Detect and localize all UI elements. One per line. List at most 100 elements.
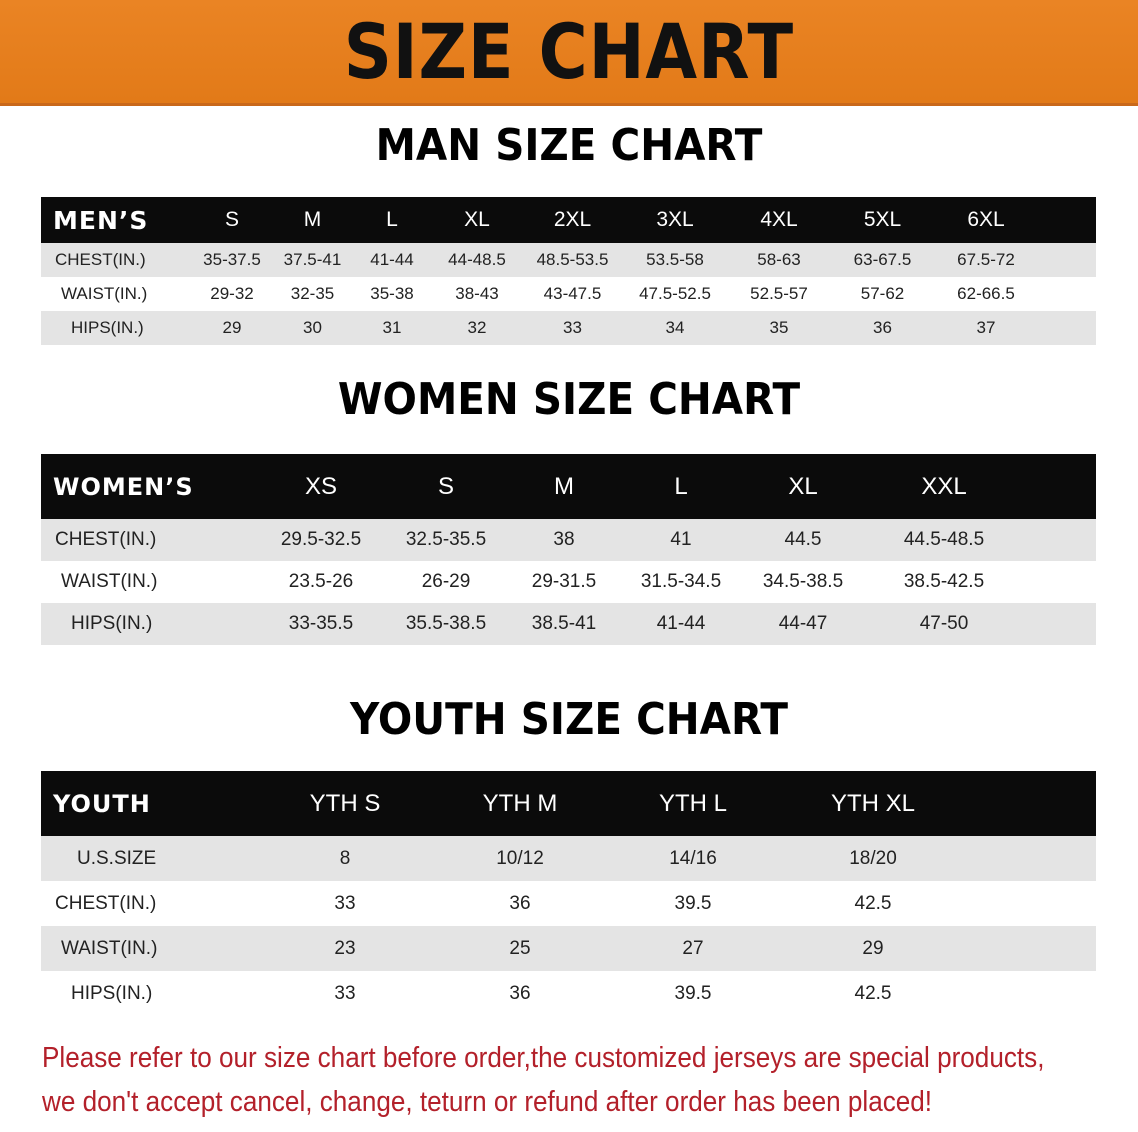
measurement-value: 14/16 [621,836,765,881]
table-label-header: WOMEN’S [41,454,259,519]
size-header: S [191,197,273,243]
empty-header-cell [1025,454,1096,519]
empty-cell [1025,561,1096,603]
measurement-value: 30 [273,311,352,345]
youth-chart-title: YOUTH SIZE CHART [350,694,788,745]
measurement-value: 23.5-26 [259,561,383,603]
measurement-label: HIPS(IN.) [41,603,259,645]
measurement-value: 39.5 [621,881,765,926]
measurement-value: 29-32 [191,277,273,311]
table-row: WAIST(IN.) 23 25 27 29 [41,926,1096,971]
measurement-value: 58-63 [727,243,831,277]
measurement-value: 39.5 [621,971,765,1016]
measurement-value: 34 [623,311,727,345]
measurement-label: CHEST(IN.) [41,243,191,277]
empty-cell [981,971,1096,1016]
measurement-value: 33 [271,881,419,926]
header-row: WOMEN’S XS S M L XL XXL [41,454,1096,519]
measurement-label: WAIST(IN.) [41,926,271,971]
measurement-label: U.S.SIZE [41,836,271,881]
empty-header-cell [1038,197,1096,243]
size-header: 3XL [623,197,727,243]
measurement-value: 29.5-32.5 [259,519,383,561]
measurement-value: 31.5-34.5 [619,561,743,603]
measurement-label: WAIST(IN.) [41,277,191,311]
measurement-value: 10/12 [419,836,621,881]
measurement-value: 37 [934,311,1038,345]
measurement-value: 29 [765,926,981,971]
men-chart-title: MAN SIZE CHART [375,120,763,171]
measurement-value: 33 [271,971,419,1016]
men-size-table: MEN’S S M L XL 2XL 3XL 4XL 5XL 6XL CHEST(IN.) 35-37… [41,197,1096,345]
empty-cell [1025,519,1096,561]
measurement-value: 36 [831,311,934,345]
size-header: XS [259,454,383,519]
size-header: S [383,454,509,519]
measurement-label: WAIST(IN.) [41,561,259,603]
measurement-value: 32-35 [273,277,352,311]
measurement-value: 36 [419,881,621,926]
measurement-value: 38.5-42.5 [863,561,1025,603]
measurement-value: 44.5-48.5 [863,519,1025,561]
measurement-value: 44-47 [743,603,863,645]
measurement-value: 32 [432,311,522,345]
size-header: 6XL [934,197,1038,243]
measurement-value: 57-62 [831,277,934,311]
size-header: YTH S [271,771,419,836]
table-row: HIPS(IN.) 29 30 31 32 33 34 35 36 37 [41,311,1096,345]
empty-cell [981,881,1096,926]
measurement-value: 35-38 [352,277,432,311]
size-header: YTH XL [765,771,981,836]
size-header: M [273,197,352,243]
measurement-value: 23 [271,926,419,971]
empty-cell [981,926,1096,971]
women-size-table: WOMEN’S XS S M L XL XXL CHEST(IN.) 29.5-32.5 32.5… [41,454,1096,645]
measurement-value: 42.5 [765,881,981,926]
empty-cell [981,836,1096,881]
order-notice-line-2: we don't accept cancel, change, teturn o… [42,1086,933,1118]
women-chart-title: WOMEN SIZE CHART [337,374,801,425]
empty-cell [1038,311,1096,345]
measurement-value: 52.5-57 [727,277,831,311]
table-label-header: MEN’S [41,197,191,243]
size-header: L [352,197,432,243]
measurement-value: 41-44 [352,243,432,277]
measurement-label: HIPS(IN.) [41,311,191,345]
banner-title: SIZE CHART [343,7,795,96]
measurement-label: HIPS(IN.) [41,971,271,1016]
measurement-value: 33 [522,311,623,345]
measurement-value: 35 [727,311,831,345]
measurement-value: 38-43 [432,277,522,311]
table-row: CHEST(IN.) 33 36 39.5 42.5 [41,881,1096,926]
measurement-value: 62-66.5 [934,277,1038,311]
measurement-value: 63-67.5 [831,243,934,277]
measurement-value: 43-47.5 [522,277,623,311]
size-header: L [619,454,743,519]
size-header: XXL [863,454,1025,519]
measurement-value: 36 [419,971,621,1016]
size-header: 2XL [522,197,623,243]
measurement-value: 48.5-53.5 [522,243,623,277]
measurement-value: 32.5-35.5 [383,519,509,561]
measurement-value: 38 [509,519,619,561]
measurement-value: 31 [352,311,432,345]
measurement-value: 41 [619,519,743,561]
empty-header-cell [981,771,1096,836]
measurement-value: 44.5 [743,519,863,561]
table-row: WAIST(IN.) 23.5-26 26-29 29-31.5 31.5-34.5 34… [41,561,1096,603]
size-header: YTH M [419,771,621,836]
measurement-value: 47.5-52.5 [623,277,727,311]
youth-size-table: YOUTH YTH S YTH M YTH L YTH XL U.S.SIZE 8 10/12… [41,771,1096,1016]
measurement-label: CHEST(IN.) [41,881,271,926]
measurement-value: 8 [271,836,419,881]
table-row: WAIST(IN.) 29-32 32-35 35-38 38-43 43-47.5 47.… [41,277,1096,311]
measurement-value: 29 [191,311,273,345]
banner: SIZE CHART [0,0,1138,106]
measurement-value: 67.5-72 [934,243,1038,277]
size-header: YTH L [621,771,765,836]
table-row: HIPS(IN.) 33-35.5 35.5-38.5 38.5-41 41-44 44-… [41,603,1096,645]
header-row: MEN’S S M L XL 2XL 3XL 4XL 5XL 6XL [41,197,1096,243]
measurement-value: 34.5-38.5 [743,561,863,603]
measurement-value: 27 [621,926,765,971]
measurement-value: 42.5 [765,971,981,1016]
